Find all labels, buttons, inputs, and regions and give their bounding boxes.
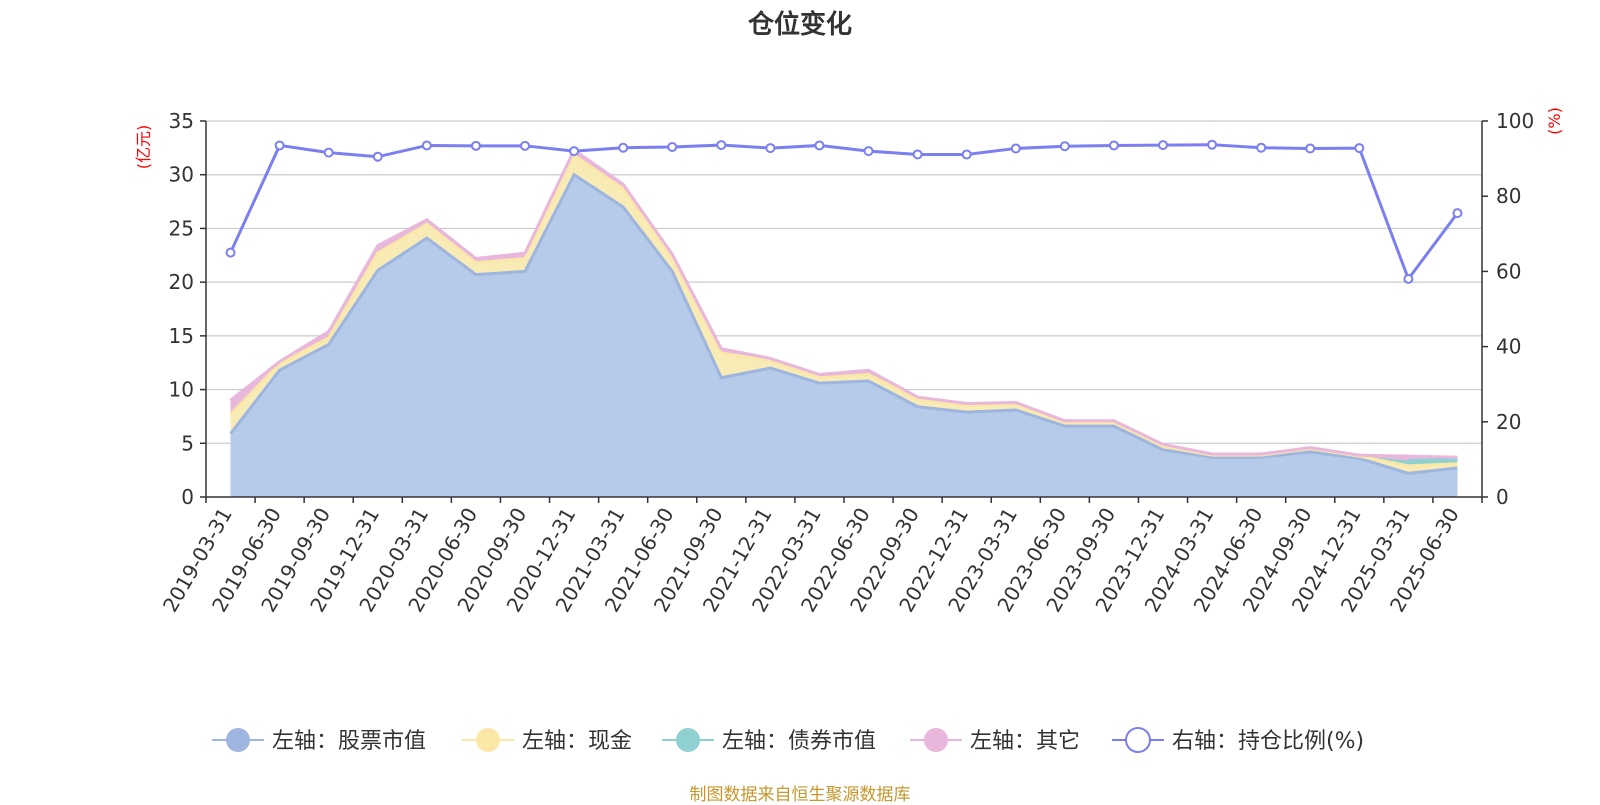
ratio-point: [667, 141, 678, 152]
ratio-point: [274, 140, 285, 151]
left-tick-label: 10: [169, 378, 194, 402]
ratio-point: [618, 142, 629, 153]
ratio-point: [372, 151, 383, 162]
legend-marker-dot: [924, 728, 948, 752]
left-tick-label: 20: [169, 270, 194, 294]
legend-label: 左轴：现金: [522, 729, 632, 754]
ratio-point: [569, 146, 580, 157]
ratio-point: [225, 247, 236, 258]
right-tick-label: 80: [1496, 184, 1521, 208]
legend-label: 左轴：债券市值: [722, 729, 876, 754]
legend-marker-hollow: [1125, 727, 1151, 753]
left-tick-label: 30: [169, 163, 194, 187]
ratio-point: [912, 149, 923, 160]
right-axis-unit-label: (%): [1545, 107, 1564, 135]
chart-title: 仓位变化: [747, 10, 852, 40]
ratio-point: [1354, 143, 1365, 154]
area-stock: [230, 174, 1458, 497]
ratio-point: [1256, 142, 1267, 153]
legend-label: 左轴：其它: [970, 729, 1080, 754]
ratio-point: [863, 146, 874, 157]
series-line-ratio: [229, 143, 1459, 283]
ratio-point: [765, 143, 776, 154]
ratio-point: [1305, 143, 1316, 154]
ratio-point: [520, 140, 530, 151]
right-tick-label: 0: [1496, 485, 1509, 509]
left-tick-label: 25: [169, 216, 194, 240]
ratio-point: [323, 147, 334, 158]
left-tick-label: 5: [181, 431, 194, 455]
ratio-point: [1059, 141, 1070, 152]
legend-label: 右轴：持仓比例(%): [1172, 729, 1364, 754]
right-tick-label: 20: [1496, 410, 1521, 434]
ratio-point: [1158, 140, 1168, 151]
series-line-other: [229, 147, 1458, 459]
ratio-point: [716, 140, 727, 151]
left-tick-label: 35: [169, 109, 194, 133]
ratio-point: [1207, 139, 1218, 150]
ratio-point: [961, 149, 972, 160]
ratio-point: [1108, 140, 1119, 151]
series-line-stock: [229, 172, 1458, 475]
right-tick-label: 60: [1496, 259, 1521, 283]
legend-marker-dot: [226, 728, 250, 752]
left-axis-unit-label: (亿元): [134, 125, 153, 170]
series-line-bond: [1408, 457, 1458, 462]
footer-source-note: 制图数据来自恒生聚源数据库: [689, 785, 911, 805]
legend-label: 左轴：股票市值: [272, 729, 426, 754]
legend-marker-dot: [476, 728, 500, 752]
ratio-point: [1403, 273, 1414, 284]
ratio-point: [470, 140, 481, 151]
right-tick-label: 40: [1496, 335, 1521, 359]
legend-marker-dot: [676, 728, 700, 752]
ratio-point: [1452, 208, 1463, 219]
ratio-point: [814, 140, 825, 151]
right-tick-label: 100: [1496, 109, 1534, 133]
ratio-point: [1010, 143, 1021, 154]
ratio-point: [421, 140, 432, 151]
left-tick-label: 15: [169, 324, 194, 348]
left-tick-label: 0: [181, 485, 194, 509]
